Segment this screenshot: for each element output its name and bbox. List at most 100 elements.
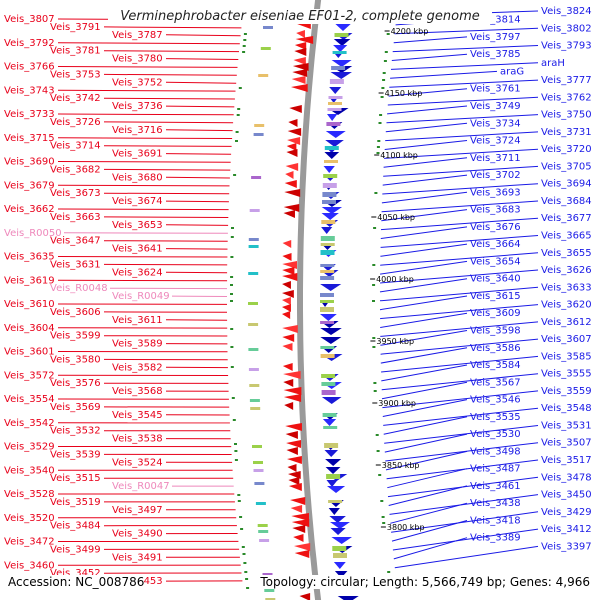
forward-cds-arrow: [282, 297, 291, 305]
label-leader-line: [165, 129, 233, 132]
label-leader-line: [390, 502, 468, 524]
reverse-gene-label: Veis_3814: [470, 15, 521, 26]
reverse-gene-label: Veis_3664: [470, 239, 521, 250]
reverse-gene-label: Veis_3507: [541, 438, 592, 449]
label-leader-line: [165, 176, 230, 179]
label-leader-line: [389, 79, 539, 88]
forward-gene-label: Veis_3529: [4, 442, 55, 453]
label-leader-line: [380, 330, 468, 346]
forward-cds-arrow: [295, 36, 314, 44]
tick-mark: [231, 397, 235, 399]
tick-mark: [244, 571, 248, 573]
label-leader-line: [384, 148, 539, 159]
label-leader-line: [385, 442, 539, 462]
cog-feature-band: [324, 443, 339, 448]
cog-feature-band: [259, 539, 270, 542]
tick-mark: [234, 459, 238, 461]
label-leader-line: [57, 89, 236, 92]
tick-mark: [230, 236, 234, 238]
reverse-cds-arrow: [320, 337, 342, 344]
label-leader-line: [380, 243, 468, 257]
reverse-gene-label: Veis_3450: [541, 490, 592, 501]
reverse-gene-label: Veis_3793: [541, 41, 592, 52]
label-leader-line: [165, 248, 228, 250]
forward-gene-label: Veis_3540: [4, 465, 55, 476]
accession-label: Accession: NC_008786: [8, 575, 145, 589]
forward-gene-label: Veis_3647: [50, 236, 101, 247]
reverse-gene-label: Veis_3598: [470, 326, 521, 337]
reverse-cds-arrow: [325, 131, 346, 138]
forward-cds-arrow: [283, 210, 295, 218]
forward-cds-arrow: [290, 505, 303, 513]
forward-gene-label: Veis_3572: [4, 370, 55, 381]
tick-mark: [242, 553, 246, 555]
forward-cds-arrow: [288, 471, 301, 479]
label-leader-line: [391, 511, 539, 533]
reverse-gene-label: Veis_3607: [541, 334, 592, 345]
reverse-gene-label: Veis_3548: [541, 403, 592, 414]
reverse-cds-arrow: [320, 314, 337, 321]
cog-feature-band: [322, 183, 337, 188]
forward-gene-label: Veis_3787: [112, 30, 163, 41]
label-leader-line: [387, 468, 468, 489]
label-leader-line: [165, 200, 229, 203]
forward-gene-label: Veis_3520: [4, 513, 55, 524]
cog-feature-band: [321, 220, 336, 224]
cog-feature-band: [320, 300, 334, 303]
tick-mark: [235, 131, 239, 133]
reverse-cds-arrow: [335, 24, 351, 31]
label-leader-line: [103, 50, 240, 53]
reverse-gene-label: Veis_3640: [470, 274, 521, 285]
cog-feature-band: [328, 102, 342, 105]
label-leader-line: [103, 263, 228, 266]
forward-cds-arrow: [291, 84, 308, 92]
cog-feature-band: [321, 374, 336, 378]
label-leader-line: [103, 121, 234, 124]
kbp-tick-label: 4050 kbp: [377, 213, 415, 222]
forward-gene-label: Veis_3497: [112, 505, 163, 516]
cog-feature-band: [322, 192, 337, 197]
label-leader-line: [380, 217, 539, 231]
tick-mark: [236, 114, 240, 116]
reverse-gene-label: Veis_3429: [541, 507, 592, 518]
tick-mark: [243, 562, 247, 564]
cog-feature-band: [320, 321, 335, 324]
tick-mark: [230, 276, 234, 278]
forward-cds-arrow: [282, 261, 298, 269]
cog-feature-band: [334, 33, 349, 37]
forward-cds-arrow: [293, 534, 304, 542]
tick-mark: [237, 494, 241, 496]
label-leader-line: [165, 105, 235, 108]
tick-mark: [372, 346, 376, 348]
label-leader-line: [103, 97, 235, 100]
tick-mark: [230, 256, 234, 258]
forward-cds-arrow: [285, 423, 302, 431]
reverse-cds-arrow: [325, 140, 344, 147]
reverse-gene-label: Veis_3633: [541, 282, 592, 293]
reverse-gene-label: Veis_3750: [541, 110, 592, 121]
reverse-gene-label: Veis_3677: [541, 213, 592, 224]
reverse-cds-arrow: [330, 522, 350, 529]
label-leader-line: [57, 137, 233, 139]
label-leader-line: [103, 168, 231, 171]
forward-cds-arrow: [282, 240, 292, 248]
cog-feature-band: [329, 79, 344, 84]
forward-gene-label: Veis_3674: [112, 196, 163, 207]
forward-gene-label: Veis_3472: [4, 537, 55, 548]
label-leader-line: [380, 269, 539, 284]
kbp-tick-label: 3950 kbp: [376, 337, 414, 346]
label-leader-line: [392, 45, 539, 53]
tick-mark: [234, 443, 237, 445]
reverse-cds-arrow: [327, 486, 346, 493]
forward-cds-arrow: [291, 513, 309, 521]
reverse-cds-arrow: [324, 450, 339, 457]
tick-mark: [243, 39, 247, 41]
forward-gene-label: Veis_3460: [4, 560, 55, 571]
forward-cds-arrow: [287, 137, 301, 145]
cog-feature-band: [322, 413, 337, 417]
reverse-gene-label: Veis_3761: [470, 84, 521, 95]
forward-gene-label: Veis_3631: [50, 259, 101, 270]
rna-gene-label: Veis_R0048: [50, 283, 108, 294]
label-leader-line: [388, 88, 468, 97]
